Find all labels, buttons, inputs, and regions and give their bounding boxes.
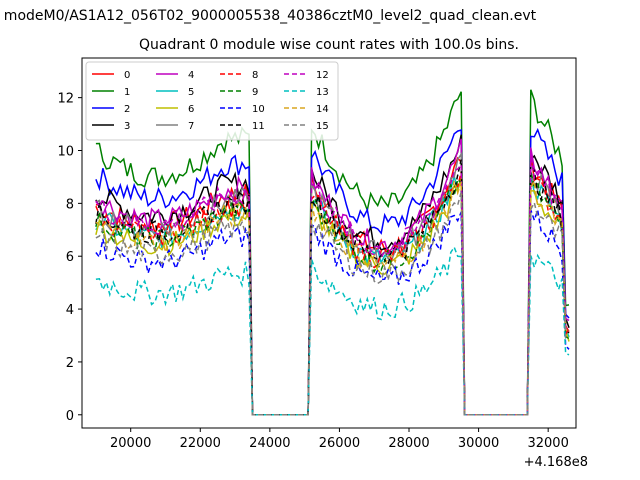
y-tick-label-4: 8: [66, 197, 74, 212]
legend-label-15: 15: [316, 121, 329, 132]
legend-label-8: 8: [252, 70, 258, 81]
series-line-7: [95, 151, 570, 416]
x-tick-label-3: 26000: [319, 436, 360, 451]
legend-box: [85, 61, 339, 141]
y-tick-label-3: 6: [66, 250, 74, 265]
legend-label-11: 11: [252, 121, 265, 132]
x-tick-label-1: 22000: [180, 436, 221, 451]
series-line-2: [95, 127, 570, 416]
x-tick-label-4: 28000: [388, 436, 429, 451]
legend-label-2: 2: [124, 104, 130, 115]
legend-label-7: 7: [188, 121, 194, 132]
y-tick-label-0: 0: [66, 409, 74, 424]
legend-label-4: 4: [188, 70, 194, 81]
x-tick-label-6: 32000: [527, 436, 568, 451]
legend-label-5: 5: [188, 87, 194, 98]
file-label: n file: modeM0/AS1A12_056T02_9000005538_…: [0, 8, 537, 24]
series-line-12: [95, 154, 570, 416]
y-tick-label-6: 12: [57, 92, 74, 107]
x-tick-label-0: 20000: [110, 436, 151, 451]
series-lines: [95, 89, 570, 416]
series-line-8: [95, 171, 570, 416]
y-tick-label-5: 10: [57, 145, 74, 160]
series-line-14: [95, 179, 570, 416]
x-tick-label-2: 24000: [249, 436, 290, 451]
x-tick-label-5: 30000: [458, 436, 499, 451]
series-line-13: [95, 245, 570, 416]
legend-label-12: 12: [316, 70, 329, 81]
x-offset-label: +4.168e8: [524, 455, 588, 470]
legend-label-10: 10: [252, 104, 265, 115]
plot-frame: [81, 57, 577, 429]
y-tick-label-1: 2: [66, 356, 74, 371]
legend-label-14: 14: [316, 104, 329, 115]
series-line-11: [95, 159, 570, 416]
legend-label-9: 9: [252, 87, 258, 98]
series-line-4: [95, 138, 570, 416]
legend-label-0: 0: [124, 70, 130, 81]
y-tick-label-2: 4: [66, 303, 74, 318]
legend-label-13: 13: [316, 87, 329, 98]
axes: 20000 22000 24000 26000 28000 30000 32000 0 2 4 6 8…: [57, 92, 568, 451]
legend-label-3: 3: [124, 121, 130, 132]
chart-title: Quadrant 0 module wise count rates with …: [139, 37, 519, 53]
legend-label-1: 1: [124, 87, 130, 98]
legend-label-6: 6: [188, 104, 194, 115]
